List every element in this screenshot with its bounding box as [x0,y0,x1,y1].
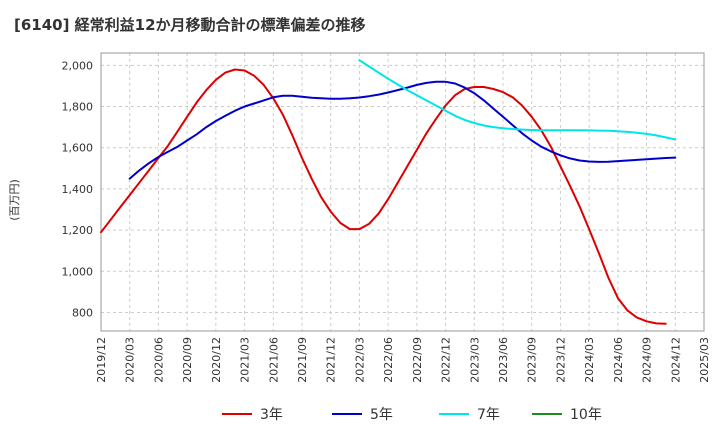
series-line [100,68,667,325]
x-tick-label: 2022/03 [353,337,366,383]
x-tick-label: 2023/06 [497,337,510,383]
y-tick-label: 1,400 [62,183,94,196]
x-tick-label: 2023/12 [554,337,567,383]
x-tick-label: 2022/06 [382,337,395,383]
legend-label: 3年 [260,407,283,423]
x-tick-label: 2023/03 [468,337,481,383]
x-tick-label: 2023/09 [526,337,539,383]
chart-title: [6140] 経常利益12か月移動合計の標準偏差の推移 [14,16,366,34]
x-tick-label: 2021/09 [296,337,309,383]
legend-label: 7年 [477,407,500,423]
x-tick-label: 2022/09 [411,337,424,383]
x-tick-label: 2024/06 [612,337,625,383]
x-axis-ticks: 2019/12 2020/03 2020/06 2020/09 2020/12 2021/… [95,337,711,383]
x-tick-label: 2022/12 [440,337,453,383]
series-lines [100,59,677,325]
x-tick-label: 2024/09 [641,337,654,383]
x-tick-label: 2021/06 [267,337,280,383]
series-line [358,59,677,141]
legend-label: 10年 [570,407,602,423]
x-tick-label: 2024/03 [583,337,596,383]
x-tick-label: 2020/09 [181,337,194,383]
x-tick-label: 2019/12 [95,337,108,383]
legend-label: 5年 [370,407,393,423]
y-tick-label: 1,200 [62,224,94,237]
x-tick-label: 2021/12 [325,337,338,383]
x-tick-label: 2020/06 [152,337,165,383]
x-tick-label: 2024/12 [669,337,682,383]
legend: 3年 5年 7年 10年 [222,407,602,423]
y-axis-label: (百万円) [8,179,21,221]
y-tick-label: 1,000 [62,265,94,278]
y-tick-label: 1,600 [62,142,94,155]
y-axis-ticks: 800 1,000 1,200 1,400 1,600 1,800 2,000 [62,59,94,319]
y-tick-label: 2,000 [62,59,94,72]
plot-area [100,52,705,332]
x-tick-label: 2020/03 [124,337,137,383]
y-tick-label: 800 [72,306,93,319]
series-line [128,80,677,180]
x-tick-label: 2025/03 [698,337,711,383]
x-tick-label: 2021/03 [239,337,252,383]
y-tick-label: 1,800 [62,101,94,114]
x-tick-label: 2020/12 [210,337,223,383]
